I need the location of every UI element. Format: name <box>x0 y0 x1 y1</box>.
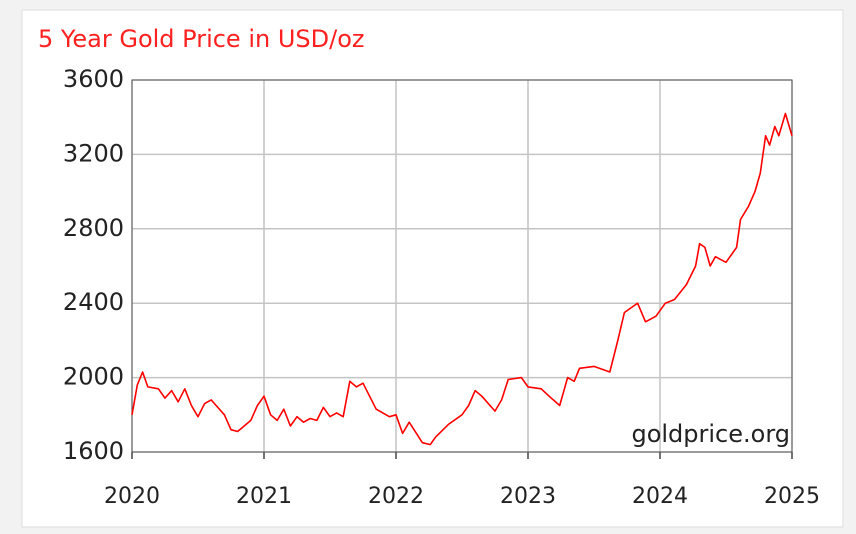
chart-frame <box>21 9 844 528</box>
price-line <box>131 112 793 446</box>
x-tick-label: 2025 <box>764 484 820 509</box>
x-tick-label: 2023 <box>500 484 556 509</box>
annotation: goldprice.org <box>631 420 790 448</box>
y-tick-label: 2000 <box>63 363 124 391</box>
y-tick-label: 2400 <box>63 288 124 316</box>
x-tick-label: 2020 <box>104 484 160 509</box>
y-tick-label: 3200 <box>63 139 124 167</box>
y-tick-label: 3600 <box>63 65 124 93</box>
x-tick-label: 2022 <box>368 484 424 509</box>
plot-border <box>131 79 793 453</box>
y-tick-label: 2800 <box>63 214 124 242</box>
x-tick-label: 2021 <box>236 484 292 509</box>
y-tick-label: 1600 <box>63 437 124 465</box>
chart-title: 5 Year Gold Price in USD/oz <box>38 25 364 53</box>
x-tick-label: 2024 <box>632 484 688 509</box>
